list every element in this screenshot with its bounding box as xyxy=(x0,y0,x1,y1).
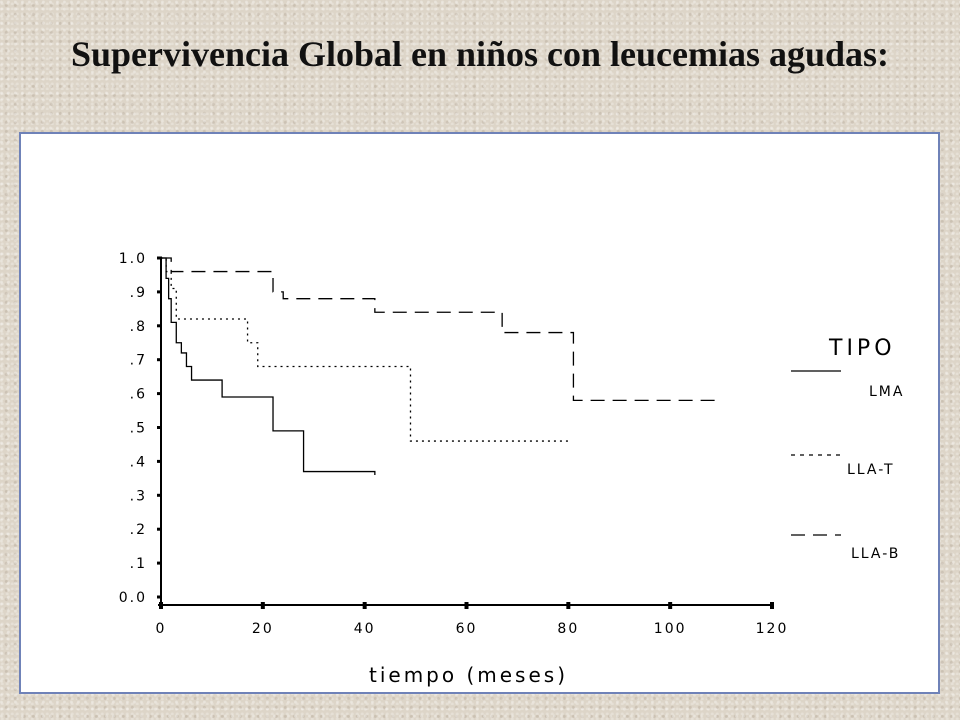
y-tick-label: 0.0 xyxy=(119,590,147,606)
x-tick-label: 60 xyxy=(456,621,478,637)
x-axis-title: tiempo (meses) xyxy=(369,663,568,687)
x-tick-label: 80 xyxy=(557,621,579,637)
y-tick-label: .4 xyxy=(130,454,147,470)
series-lma xyxy=(161,257,376,475)
x-tick-label: 120 xyxy=(756,621,789,637)
series-lla-b xyxy=(161,257,722,402)
y-tick-label: .2 xyxy=(130,522,147,538)
x-tick-label: 100 xyxy=(654,621,687,637)
legend-label-lla-b: LLA-B xyxy=(851,546,900,562)
y-tick-label: .9 xyxy=(130,285,147,301)
y-tick-label: .3 xyxy=(130,488,147,504)
legend-label-lla-t: LLA-T xyxy=(847,462,895,478)
legend-label-lma: LMA xyxy=(869,384,904,400)
y-tick-label: .1 xyxy=(130,556,147,572)
y-tick-label: .8 xyxy=(130,319,147,335)
y-tick-label: .5 xyxy=(130,421,147,437)
series-lla-t xyxy=(161,257,569,442)
page-title: Supervivencia Global en niños con leucem… xyxy=(70,34,890,74)
chart-panel: 0.0 .1 .2 .3 .4 .5 .6 .7 .8 .9 1.0 0 20 40 60 80 100 120 t… xyxy=(19,132,940,694)
x-tick-label: 20 xyxy=(252,621,274,637)
legend-title: TIPO xyxy=(828,336,896,361)
survival-chart: 0.0 .1 .2 .3 .4 .5 .6 .7 .8 .9 1.0 0 20 40 60 80 100 120 t… xyxy=(119,251,904,687)
x-tick-label: 0 xyxy=(156,621,167,637)
y-tick-label: 1.0 xyxy=(119,251,147,267)
x-tick-label: 40 xyxy=(354,621,376,637)
y-tick-label: .6 xyxy=(130,387,147,403)
y-tick-label: .7 xyxy=(130,353,147,369)
